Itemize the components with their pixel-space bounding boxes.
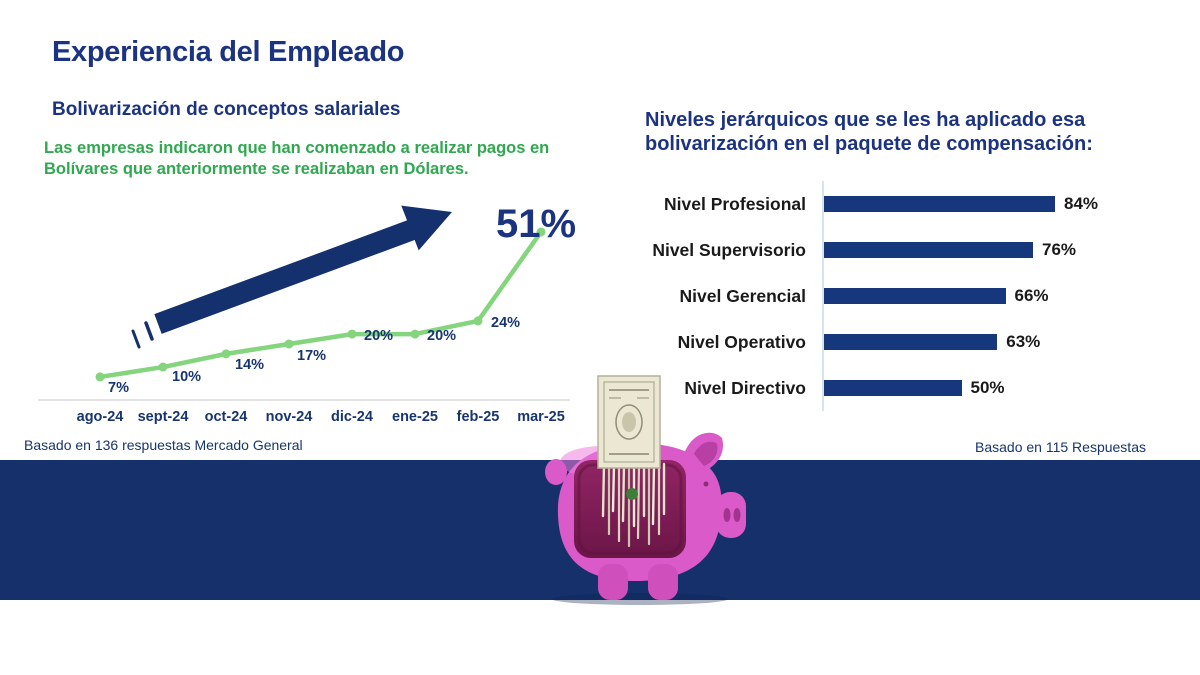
trend-arrow-tail-slash-1 (144, 321, 154, 341)
pig-shadow (552, 593, 728, 605)
pig-inner-ear (694, 441, 718, 466)
pig-far-ear (545, 459, 567, 485)
left-chart-title: Bolivarización de conceptos salariales (52, 99, 401, 120)
data-point (158, 362, 168, 372)
bar-category-label: Nivel Gerencial (679, 285, 806, 306)
pig-nostril-right (733, 508, 741, 522)
data-point (473, 316, 483, 326)
line-points (95, 227, 546, 382)
pig-snout (716, 492, 746, 538)
page-title: Experiencia del Empleado (52, 36, 405, 68)
point-label: 14% (235, 357, 264, 373)
trend-arrow-tail-slash-2 (137, 326, 147, 346)
bar-row: Nivel Supervisorio 76% (645, 227, 1185, 273)
point-label: 17% (297, 348, 326, 364)
line-series (97, 229, 544, 380)
bar-value-label: 50% (970, 378, 1005, 397)
bar-track: 66% (822, 273, 1185, 319)
shredded-strips (601, 462, 666, 548)
x-tick-label: nov-24 (266, 409, 313, 425)
trend-arrow-head (401, 205, 452, 251)
data-point (95, 372, 105, 382)
data-point (347, 329, 357, 339)
left-chart-subtitle-line1: Las empresas indicaron que han comenzado… (44, 139, 550, 157)
bar-category-label: Nivel Operativo (677, 331, 806, 352)
x-tick-label: sept-24 (138, 409, 189, 425)
bar-chart: Nivel Profesional 84% Nivel Supervisorio 76… (645, 181, 1185, 411)
bar (824, 334, 998, 350)
point-label: 20% (364, 328, 393, 344)
point-label: 10% (172, 369, 201, 385)
bar-category-label: Nivel Supervisorio (652, 239, 806, 260)
point-label: 7% (108, 380, 129, 396)
left-chart-subtitle-line2: Bolívares que anteriormente se realizaba… (44, 160, 469, 179)
x-tick-label: mar-25 (517, 409, 565, 425)
right-chart-title-line1: Niveles jerárquicos que se les ha aplica… (645, 109, 1086, 131)
bar (824, 242, 1033, 258)
bar-row: Nivel Gerencial 66% (645, 273, 1185, 319)
x-axis-tick-labels: ago-24 sept-24 oct-24 nov-24 dic-24 ene-25 feb… (77, 409, 565, 425)
bar-track: 76% (822, 227, 1185, 273)
bar-chart-note: Basado en 115 Respuestas (975, 439, 1146, 455)
pig-eye (703, 481, 709, 487)
bar-value-label: 66% (1014, 286, 1049, 305)
right-chart-title-line2: bolivarización en el paquete de compensa… (645, 133, 1093, 156)
bar-category-label: Nivel Directivo (684, 377, 806, 398)
line-chart-note: Basado en 136 respuestas Mercado General (24, 437, 303, 453)
pig-leg-right (648, 564, 678, 600)
bar-row: Nivel Directivo 50% (645, 365, 1185, 411)
line-point-labels: 7% 10% 14% 17% 20% 20% 24% (108, 315, 520, 396)
trend-arrow (131, 205, 452, 349)
bar-value-label: 84% (1064, 194, 1099, 213)
left-chart-subtitle: Las empresas indicaron que han comenzado… (44, 138, 549, 181)
x-tick-label: feb-25 (457, 409, 500, 425)
point-label: 20% (427, 328, 456, 344)
x-tick-label: dic-24 (331, 409, 373, 425)
data-point (284, 339, 294, 349)
bar (824, 288, 1006, 304)
bar (824, 380, 962, 396)
data-point (410, 329, 420, 339)
highlight-value: 51% (496, 202, 576, 246)
line-chart: 7% 10% 14% 17% 20% 20% 24% ago-24 sept-24 oct-24… (38, 202, 576, 425)
data-point (536, 227, 546, 237)
bar (824, 196, 1055, 212)
x-tick-label: ene-25 (392, 409, 438, 425)
point-label: 24% (491, 315, 520, 331)
bar-track: 50% (822, 365, 1185, 411)
bar-row: Nivel Profesional 84% (645, 181, 1185, 227)
bar-track: 84% (822, 181, 1185, 227)
dollar-bill-image (597, 375, 661, 469)
trend-arrow-tail-slash-3 (131, 329, 141, 349)
right-chart-title: Niveles jerárquicos que se les ha aplica… (645, 108, 1093, 157)
trend-arrow-shaft (154, 219, 418, 334)
bar-value-label: 63% (1006, 332, 1041, 351)
bar-category-label: Nivel Profesional (664, 193, 806, 214)
bar-value-label: 76% (1042, 240, 1077, 259)
bar-row: Nivel Operativo 63% (645, 319, 1185, 365)
pig-nostril-left (723, 508, 731, 522)
x-tick-label: oct-24 (205, 409, 248, 425)
bar-track: 63% (822, 319, 1185, 365)
pig-leg-left (598, 564, 628, 600)
footer: Mercer UCAB UNIVERSIDAD CATÓLICA ANDRÉS … (0, 600, 1200, 675)
data-point (221, 349, 231, 359)
x-tick-label: ago-24 (77, 409, 124, 425)
piggy-bank-image (545, 375, 746, 605)
